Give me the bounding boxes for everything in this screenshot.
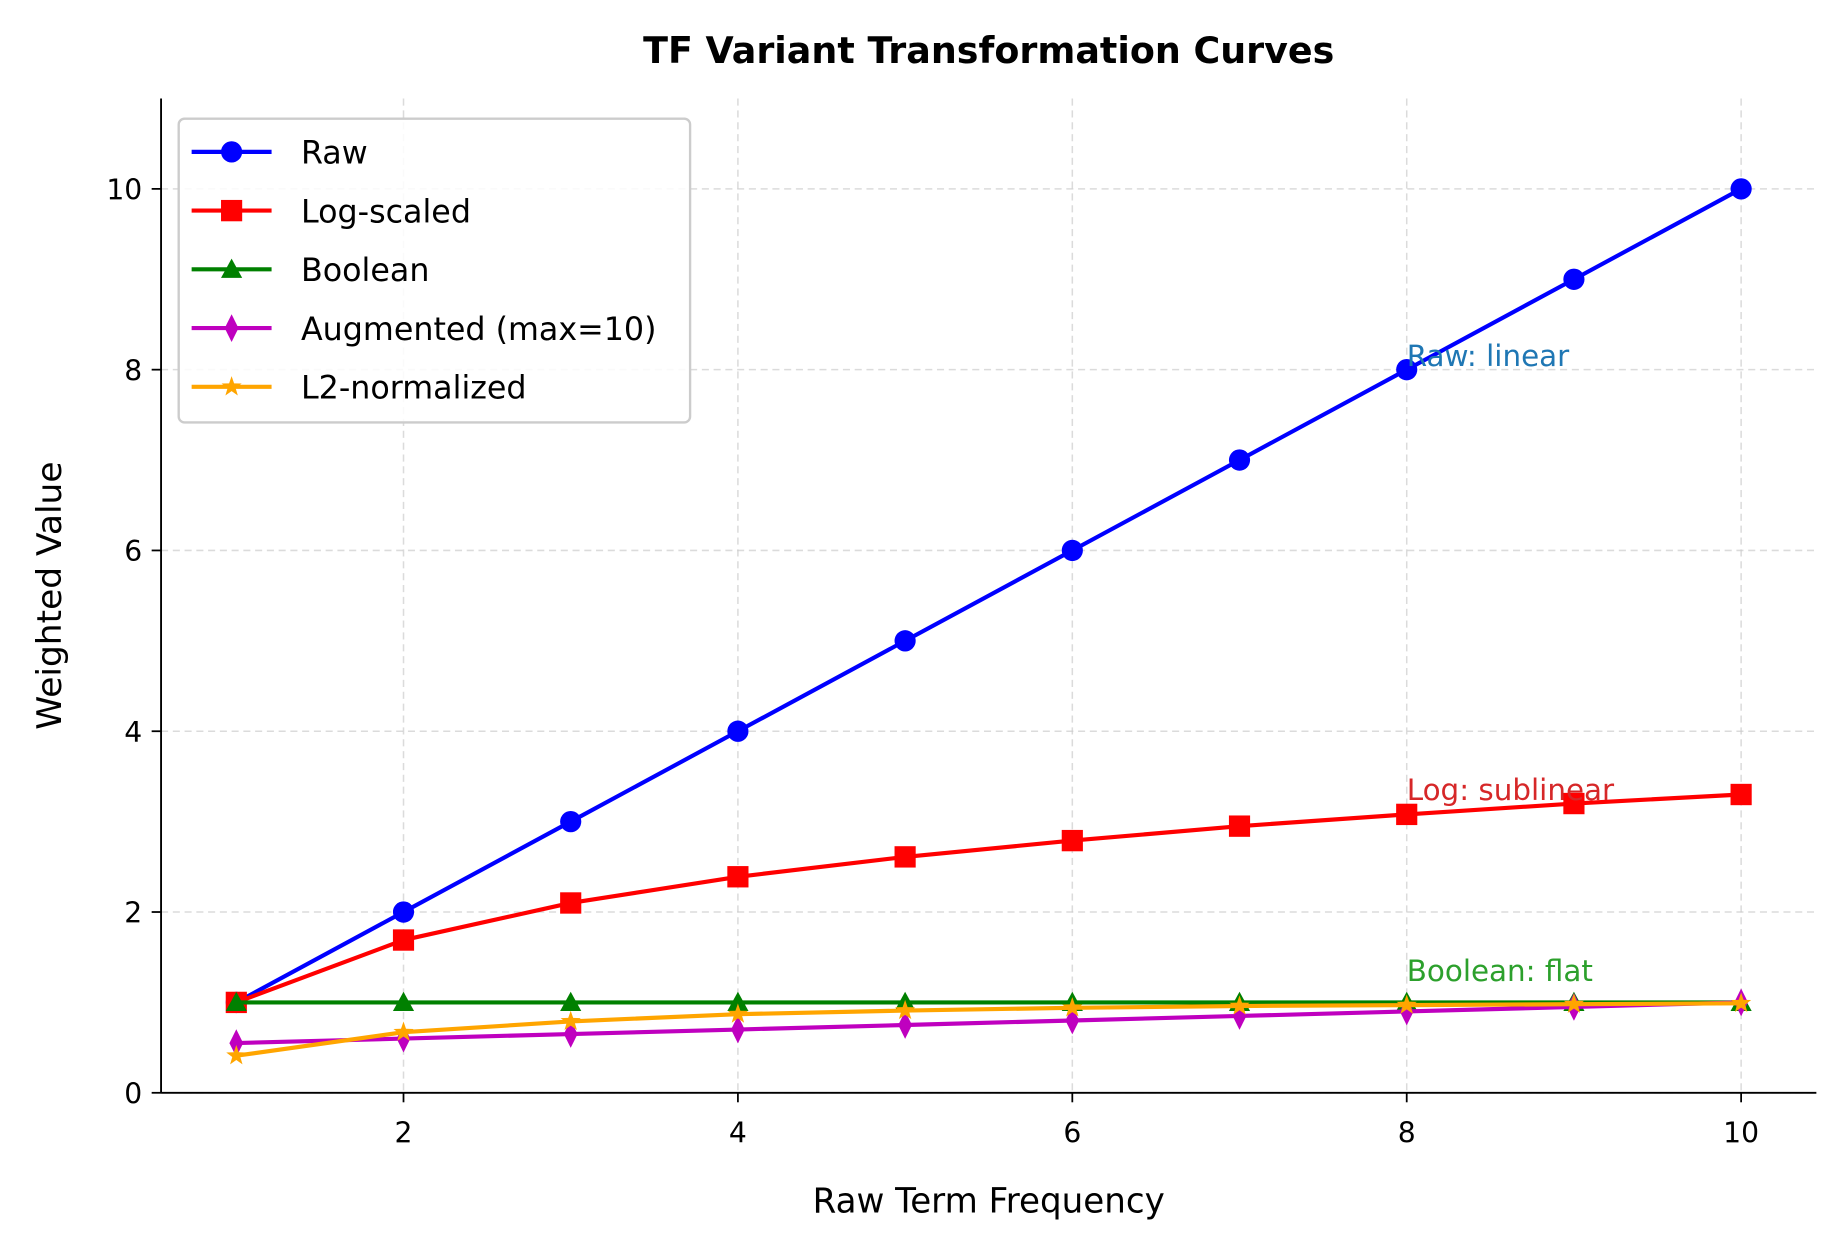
legend-marker [221,258,243,278]
legend-marker [224,314,239,342]
y-tick-label: 6 [124,535,142,568]
annotations: Raw: linear Log: sublinear Boolean: flat [1407,339,1615,988]
data-point [727,720,749,742]
data-point [1399,997,1414,1026]
annotation: Log: sublinear [1407,773,1615,807]
data-point [1731,992,1752,1012]
annotation: Raw: linear [1407,339,1570,373]
legend-label: Boolean [301,251,429,289]
legend-item: L2-normalized [191,369,527,407]
chart-title: TF Variant Transformation Curves [643,29,1334,72]
data-point [727,866,749,888]
series-l2-normalized [226,992,1752,1065]
y-axis-label: Weighted Value [30,461,70,729]
x-tick-label: 6 [1063,1117,1081,1150]
x-tick-label: 2 [395,1117,413,1150]
ticks: 2 4 6 8 10 0 2 4 6 8 10 [106,173,1759,1149]
data-point [894,846,916,868]
data-point [731,1015,745,1044]
legend-label: L2-normalized [301,369,527,407]
data-point [1563,268,1585,290]
data-point [229,1029,244,1057]
data-point [1061,829,1083,852]
x-tick-label: 10 [1723,1117,1759,1150]
y-tick-label: 0 [124,1077,142,1110]
data-point [392,991,415,1011]
data-point [392,901,415,923]
annotation: Boolean: flat [1407,954,1593,988]
data-point [1229,995,1250,1015]
data-point [560,892,582,914]
legend-item: Augmented (max=10) [191,310,657,348]
legend-frame [177,117,692,424]
data-point [1228,815,1251,837]
y-tick-label: 4 [124,716,142,749]
data-point [727,991,749,1011]
y-tick-label: 2 [124,897,142,930]
data-point [225,991,247,1011]
legend-marker [221,141,243,163]
y-tick-label: 10 [106,173,142,206]
data-point [894,630,916,652]
x-axis-label: Raw Term Frequency [813,1181,1165,1221]
legend-item: Raw [191,134,368,172]
legend-marker [221,199,243,222]
data-point [895,999,916,1020]
data-point [1061,539,1083,562]
series-line [236,1001,1742,1058]
data-point [1396,358,1418,381]
data-point [560,991,582,1011]
legend-item: Boolean [191,251,429,289]
data-point [226,1045,247,1065]
data-point [1396,803,1418,826]
data-point [560,810,582,833]
series-log-scaled [225,783,1752,1014]
data-point [1730,783,1752,806]
data-point [392,929,415,951]
series-line [235,187,1743,1005]
data-point [1730,178,1752,200]
legend-item: Log-scaled [191,192,471,231]
data-point [560,1010,581,1031]
data-point [1062,997,1083,1017]
legend-label: Log-scaled [301,192,471,230]
data-point [727,1003,748,1023]
data-point [393,1021,414,1041]
series-augmented-max-10- [229,988,1749,1057]
x-tick-label: 8 [1398,1117,1416,1150]
data-point [1228,449,1251,471]
x-tick-label: 4 [729,1117,747,1150]
data-point [1396,994,1417,1014]
series-line [236,1000,1742,1046]
legend-marker [221,376,242,396]
legend-label: Raw [301,134,368,172]
series-raw [225,178,1752,1014]
data-point [1065,1006,1080,1035]
y-tick-label: 8 [124,354,142,387]
data-point [1563,792,1585,815]
data-point [1563,993,1584,1013]
legend-label: Augmented (max=10) [301,310,657,348]
series-line [235,792,1742,1005]
series-lines [225,178,1752,1065]
legend: Raw Log-scaled Boolean Augmented (max=10) L2… [177,117,692,424]
